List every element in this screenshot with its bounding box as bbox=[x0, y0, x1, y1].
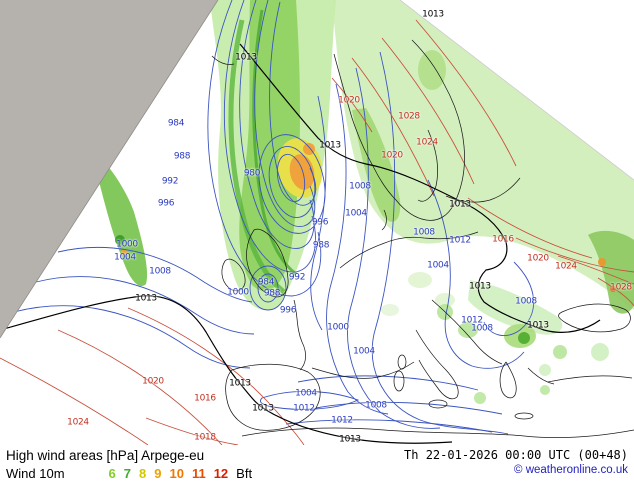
bft-value-8: 8 bbox=[139, 466, 147, 481]
bft-legend-values: 6 7 8 9 10 11 12 bbox=[109, 465, 237, 483]
bft-value-12: 12 bbox=[213, 466, 229, 481]
wind-shading-layer bbox=[96, 0, 634, 404]
domain-boundary-right bbox=[399, 0, 634, 181]
map-canvas: 984 988 992 996 980 1000 1004 1008 1000 996 992 984… bbox=[0, 0, 634, 445]
red-isobars-layer bbox=[0, 19, 634, 445]
caption-bar: High wind areas [hPa] Arpege-eu Wind 10m… bbox=[0, 445, 634, 490]
blue-isobars-layer bbox=[13, 0, 534, 435]
bft-unit-label: Bft bbox=[236, 466, 253, 481]
bft-value-6: 6 bbox=[108, 466, 116, 481]
bft-legend: 6 7 8 9 10 11 12 Bft bbox=[109, 465, 253, 483]
map-title: High wind areas [hPa] Arpege-eu bbox=[6, 448, 205, 463]
timestamp: Th 22-01-2026 00:00 UTC (00+48) bbox=[404, 448, 628, 462]
bft-value-9: 9 bbox=[154, 466, 162, 481]
copyright-link[interactable]: © weatheronline.co.uk bbox=[514, 464, 628, 476]
bft-value-11: 11 bbox=[191, 466, 206, 481]
map-subtitle: Wind 10m bbox=[6, 466, 65, 481]
bft-value-7: 7 bbox=[123, 466, 131, 481]
domain-boundary-left bbox=[0, 0, 219, 339]
bft-value-10: 10 bbox=[169, 466, 184, 481]
map-art bbox=[0, 0, 634, 445]
